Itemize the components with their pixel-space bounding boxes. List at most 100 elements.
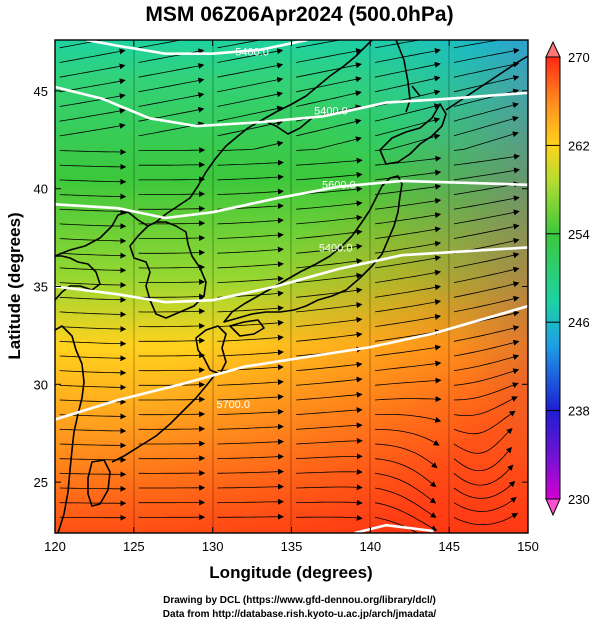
wind-streamline: [453, 512, 519, 526]
wind-streamline: [453, 446, 512, 471]
wind-streamline: [59, 178, 127, 185]
wind-streamline: [453, 209, 520, 225]
y-axis: 25 30 35 40 45: [34, 84, 528, 490]
gridlines: [133, 40, 450, 533]
wind-streamline: [59, 93, 126, 107]
wind-streamline: [59, 223, 127, 230]
wind-streamline: [138, 337, 206, 344]
wind-streamline: [453, 153, 521, 166]
coastline-ryukyu-islands: [111, 375, 215, 463]
contour-label: 5700.0: [216, 399, 250, 411]
colorbar-tick-label: 262: [568, 138, 590, 153]
wind-streamline: [375, 269, 442, 283]
wind-streamline: [296, 514, 363, 521]
wind-streamline: [59, 471, 127, 478]
height-contour-line: [86, 40, 308, 55]
wind-streamline: [138, 367, 206, 373]
wind-streamline: [296, 243, 363, 254]
wind-streamline: [217, 394, 284, 401]
x-tick-label: 120: [44, 539, 66, 554]
wind-streamline: [375, 428, 440, 446]
wind-streamline: [138, 249, 206, 256]
wind-streamline: [59, 500, 127, 507]
wind-streamline: [453, 61, 520, 78]
height-contour-line: [55, 246, 528, 304]
wind-streamline: [59, 427, 127, 434]
wind-streamline: [217, 232, 284, 239]
wind-streamline: [217, 40, 263, 49]
colorbar-tick-label: 238: [568, 404, 590, 419]
wind-streamline: [138, 161, 206, 168]
y-tick-label: 35: [34, 280, 48, 295]
wind-streamline: [59, 252, 127, 259]
wind-streamline: [217, 120, 283, 137]
coastline-japan-hokkaido: [379, 103, 447, 165]
wind-streamline: [59, 340, 127, 347]
y-axis-label: Latitude (degrees): [5, 212, 24, 359]
wind-streamline: [375, 75, 441, 93]
wind-streamline: [217, 513, 284, 520]
wind-streamline: [217, 423, 284, 430]
wind-streamline: [59, 369, 127, 376]
colorbar-tick-label: 230: [568, 492, 590, 507]
wind-streamline: [375, 226, 442, 239]
wind-streamline: [138, 92, 205, 107]
wind-streamlines: [59, 40, 521, 533]
wind-streamline: [375, 133, 441, 151]
wind-streamline: [296, 316, 363, 327]
wind-streamline: [138, 352, 206, 359]
credit-drawing: Drawing by DCL (https://www.gfd-dennou.o…: [163, 595, 436, 606]
colorbar-tick-label: 254: [568, 227, 590, 242]
colorbar-scale: [545, 56, 561, 500]
wind-streamline: [59, 485, 127, 492]
coastline-sakhalin: [395, 40, 421, 113]
wind-streamline: [59, 48, 126, 63]
wind-streamline: [59, 122, 126, 137]
wind-streamline: [296, 136, 362, 151]
wind-streamline: [296, 272, 363, 283]
wind-streamline: [453, 115, 519, 137]
wind-streamline: [453, 410, 516, 435]
wind-streamline: [296, 48, 363, 63]
wind-streamline: [453, 88, 520, 107]
wind-streamline: [375, 183, 442, 195]
wind-streamline: [375, 377, 442, 386]
wind-streamline: [138, 293, 206, 300]
wind-streamline: [453, 195, 520, 210]
height-contour-line: [354, 523, 434, 533]
wind-streamline: [59, 193, 127, 200]
x-tick-label: 145: [438, 539, 460, 554]
wind-streamline: [138, 191, 206, 197]
wind-streamline: [453, 480, 516, 499]
wind-streamline: [374, 117, 441, 137]
x-tick-label: 130: [202, 539, 224, 554]
y-tick-label: 25: [34, 475, 48, 490]
wind-streamline: [217, 140, 284, 151]
coastline-asia-mainland: [55, 40, 373, 257]
wind-streamline: [296, 157, 363, 166]
wind-streamline: [217, 105, 284, 122]
wind-streamline: [375, 344, 442, 357]
wind-streamline: [138, 235, 206, 241]
wind-streamline: [453, 47, 520, 63]
wind-streamline: [296, 214, 363, 225]
wind-streamline: [296, 90, 362, 107]
wind-streamline: [375, 40, 441, 49]
wind-streamline: [375, 360, 442, 371]
wind-streamline: [217, 261, 284, 269]
wind-streamline: [217, 379, 284, 386]
wind-streamline: [296, 62, 362, 78]
coastline-japan-shikoku: [229, 319, 265, 337]
wind-streamline: [296, 200, 363, 210]
x-axis: 120 125 130 135 140 145 150: [44, 40, 539, 554]
wind-streamline: [217, 453, 284, 460]
wind-streamline: [453, 396, 518, 416]
wind-streamline: [296, 376, 363, 386]
wind-streamline: [59, 326, 127, 333]
wind-streamline: [375, 89, 441, 107]
wind-streamline: [138, 176, 206, 183]
wind-streamline: [59, 237, 127, 244]
wind-streamline: [59, 355, 127, 362]
wind-streamline: [296, 302, 363, 313]
wind-streamline: [138, 455, 206, 462]
